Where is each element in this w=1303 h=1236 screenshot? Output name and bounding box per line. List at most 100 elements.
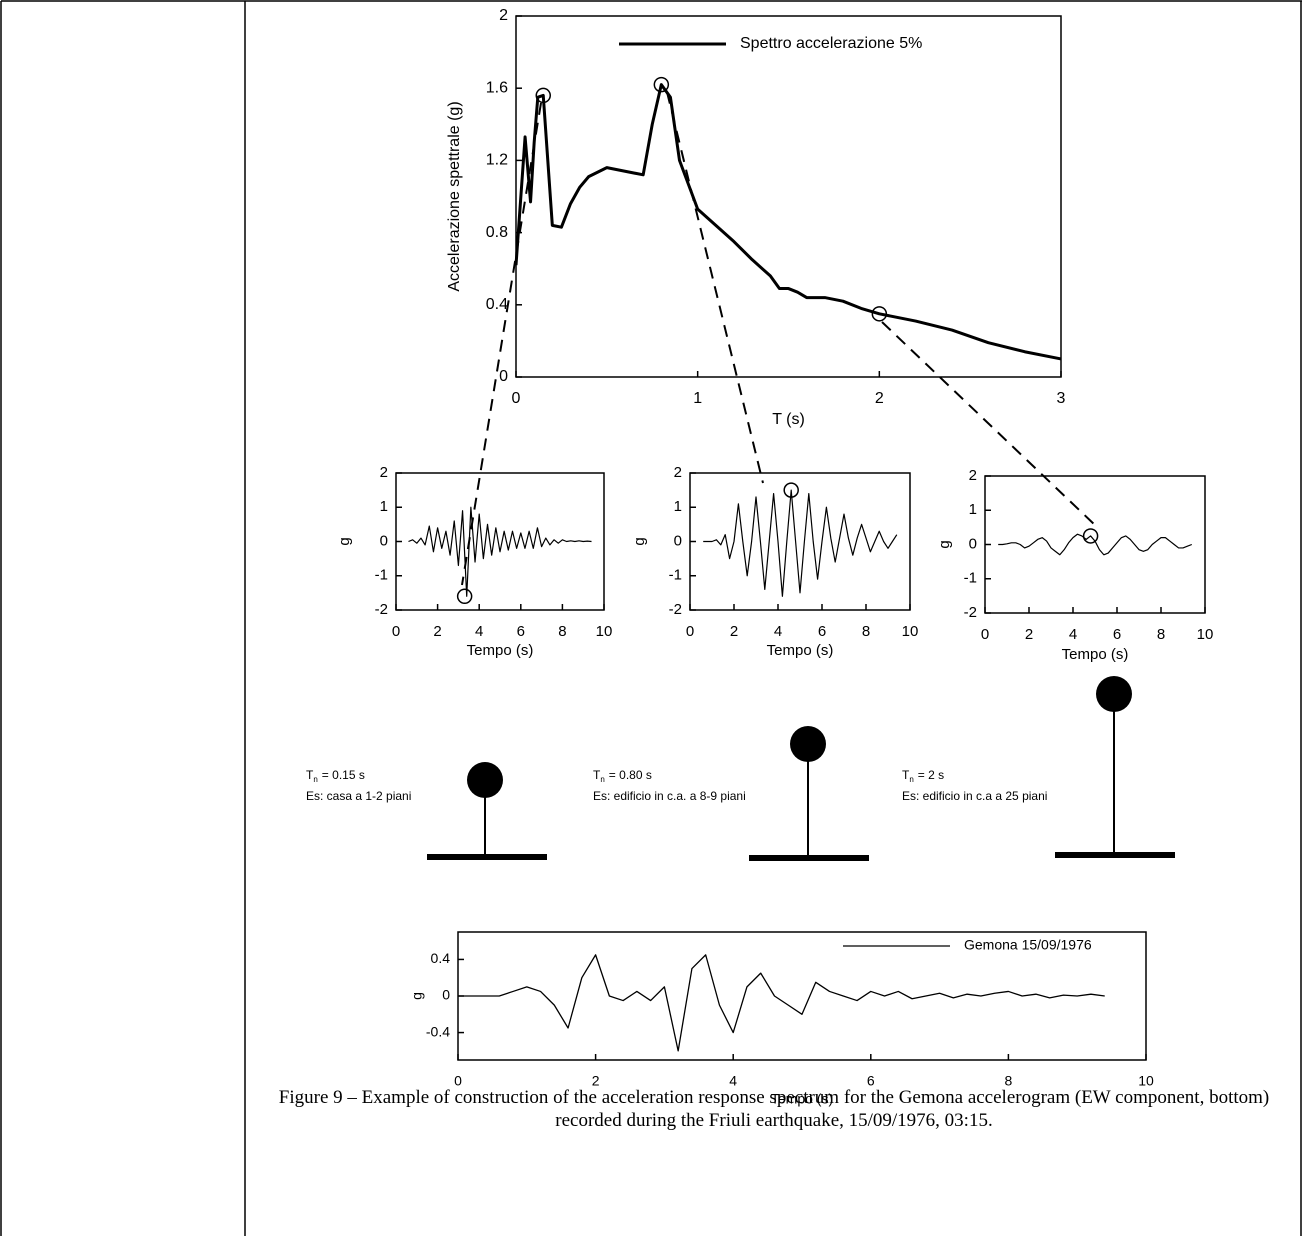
x-tick-label: 6 — [818, 623, 826, 640]
x-tick-label: 6 — [517, 623, 525, 640]
period-label: Tn = 2 s — [902, 768, 944, 784]
data-line — [458, 954, 1105, 1052]
x-tick-label: 8 — [558, 623, 566, 640]
x-tick-label: 0 — [981, 626, 989, 643]
x-axis-label: Tempo (s) — [467, 642, 534, 659]
x-tick-label: 2 — [1025, 626, 1033, 643]
x-tick-label: 4 — [774, 623, 782, 640]
plot-frame — [984, 475, 1206, 614]
y-tick-label: -2 — [375, 601, 388, 618]
period: = 0.80 s — [609, 768, 652, 782]
x-tick-label: 8 — [1005, 1073, 1013, 1089]
x-tick-label: 6 — [867, 1073, 875, 1089]
marker — [783, 482, 799, 498]
x-tick-label: 2 — [875, 390, 884, 407]
x-tick-label: 4 — [1069, 626, 1077, 643]
y-tick-label: 0 — [674, 532, 682, 549]
x-tick-label: 4 — [729, 1073, 737, 1089]
y-tick-label: 1 — [380, 498, 388, 515]
x-axis-label: Tempo (s) — [1062, 646, 1129, 663]
y-tick-label: 1 — [969, 501, 977, 518]
y-tick-label: 2 — [499, 7, 508, 24]
symbol: T — [306, 768, 314, 782]
y-tick-label: -2 — [964, 604, 977, 621]
x-tick-label: 0 — [512, 390, 521, 407]
data-line — [514, 83, 1062, 361]
period: = 2 s — [918, 768, 944, 782]
data-line — [998, 533, 1193, 556]
connector-lines — [461, 91, 1097, 586]
chart: 0 0.4 0.8 1.2 1.6 2 0 1 2 3 T (s) Accelerazione spe… — [446, 7, 1065, 428]
example: Es: edificio in c.a a 25 piani — [902, 789, 1047, 803]
x-tick-label: 10 — [596, 623, 613, 640]
caption: Figure 9 – Example of construction of th… — [278, 1087, 1270, 1131]
y-tick-label: 0 — [969, 535, 977, 552]
x-tick-label: 0 — [686, 623, 694, 640]
x-axis-label: Tempo (s) — [771, 1091, 833, 1107]
data-line — [703, 489, 898, 597]
x-axis-label: T (s) — [772, 411, 805, 428]
y-axis-label: g — [336, 537, 353, 545]
x-axis-label: Tempo (s) — [767, 642, 834, 659]
x-tick-label: 0 — [392, 623, 400, 640]
y-tick-label: -0.4 — [426, 1023, 450, 1039]
y-tick-label: 0 — [442, 987, 450, 1003]
marker — [1082, 528, 1099, 544]
marker — [535, 87, 551, 104]
y-axis-label: g — [936, 540, 953, 548]
x-tick-label: 8 — [862, 623, 870, 640]
subscript: n — [313, 775, 317, 784]
period: = 0.15 s — [322, 768, 365, 782]
chart: -2 -1 0 1 2 0 2 4 6 8 10 Tempo (s) g — [336, 464, 612, 659]
y-tick-label: 0 — [380, 532, 388, 549]
period-label: Tn = 0.80 s — [593, 768, 652, 784]
y-axis-label: g — [409, 992, 425, 1000]
subscript: n — [600, 775, 604, 784]
y-tick-label: 1.6 — [486, 79, 508, 96]
x-tick-label: 0 — [454, 1073, 462, 1089]
y-tick-label: -1 — [964, 570, 977, 587]
y-tick-label: 0 — [499, 368, 508, 385]
x-tick-label: 1 — [693, 390, 702, 407]
marker — [653, 76, 670, 93]
symbol: T — [593, 768, 601, 782]
symbol: T — [902, 768, 910, 782]
chart: -0.4 0 0.4 0 2 4 6 8 10 Tempo (s) g Gemona 15/09/19… — [409, 931, 1154, 1107]
y-axis-label: g — [631, 537, 648, 545]
y-tick-label: -1 — [669, 567, 682, 584]
x-tick-label: 2 — [730, 623, 738, 640]
plot-frame — [515, 15, 1062, 378]
subscript: n — [909, 775, 913, 784]
x-tick-label: 10 — [1138, 1073, 1154, 1089]
marker — [871, 306, 888, 322]
y-tick-label: 0.8 — [486, 224, 508, 241]
y-tick-label: 1.2 — [486, 152, 508, 169]
legend-label: Gemona 15/09/1976 — [964, 937, 1092, 953]
chart: -2 -1 0 1 2 0 2 4 6 8 10 Tempo (s) g — [936, 467, 1213, 663]
x-tick-label: 8 — [1157, 626, 1165, 643]
x-tick-label: 3 — [1057, 390, 1066, 407]
y-axis-label: Accelerazione spettrale (g) — [446, 101, 463, 291]
x-tick-label: 10 — [1197, 626, 1214, 643]
y-tick-label: 2 — [969, 467, 977, 484]
y-tick-label: 0.4 — [431, 950, 451, 966]
example: Es: edificio in c.a. a 8-9 piani — [593, 789, 746, 803]
x-tick-label: 10 — [902, 623, 919, 640]
y-tick-label: 2 — [674, 464, 682, 481]
x-tick-label: 2 — [592, 1073, 600, 1089]
x-tick-label: 4 — [475, 623, 483, 640]
example: Es: casa a 1-2 piani — [306, 789, 411, 803]
data-line — [408, 506, 592, 597]
chart: -2 -1 0 1 2 0 2 4 6 8 10 Tempo (s) g — [631, 464, 918, 659]
x-tick-label: 6 — [1113, 626, 1121, 643]
y-tick-label: -1 — [375, 567, 388, 584]
legend-label: Spettro accelerazione 5% — [740, 35, 922, 52]
y-tick-label: -2 — [669, 601, 682, 618]
y-tick-label: 1 — [674, 498, 682, 515]
oscillators: Tn = 0.15 s Es: casa a 1-2 piani Tn = 0.80… — [306, 676, 1175, 861]
period-label: Tn = 0.15 s — [306, 768, 365, 784]
y-tick-label: 2 — [380, 464, 388, 481]
